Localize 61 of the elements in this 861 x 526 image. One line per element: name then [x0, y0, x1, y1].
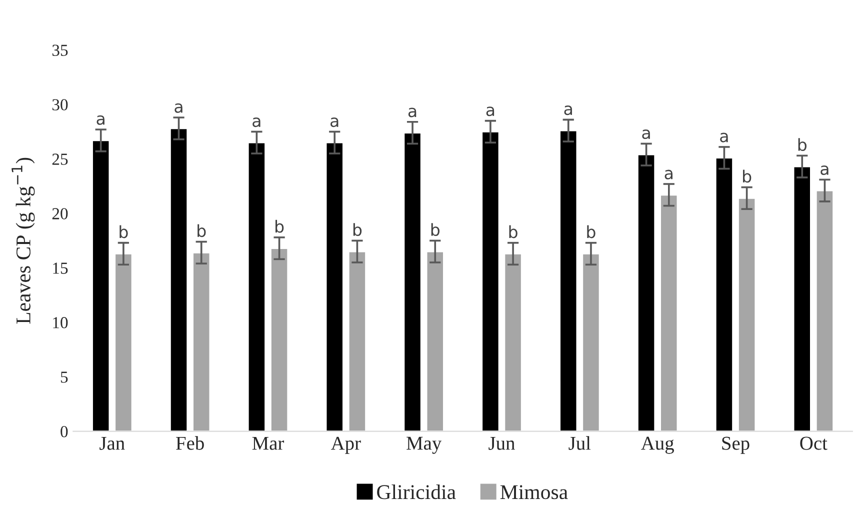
bar [114, 253, 133, 432]
data-label: a [664, 170, 672, 180]
data-label: a [408, 108, 416, 118]
x-tick-label: Jan [100, 436, 125, 450]
y-tick-label: 30 [52, 99, 68, 110]
y-tick-label: 5 [60, 372, 68, 383]
bar [481, 130, 500, 432]
y-tick-label: 20 [52, 208, 68, 220]
bar [660, 194, 678, 432]
x-tick-label: May [406, 436, 442, 454]
data-label: b [431, 223, 440, 236]
x-tick-label: Mar [252, 436, 284, 450]
x-tick-label: Sep [722, 436, 750, 454]
bar [92, 140, 110, 432]
bar [325, 142, 344, 432]
bar [714, 157, 734, 432]
bar [170, 128, 188, 432]
bar [637, 154, 656, 432]
x-tick-label: Jun [488, 436, 515, 450]
data-label: b [353, 223, 362, 236]
bar [247, 142, 266, 432]
x-tick-label: Oct [800, 436, 828, 450]
y-axis-title: Leaves CP (g kg$^{−1}$) [12, 158, 35, 324]
bar [426, 250, 444, 432]
x-tick-label: Apr [330, 436, 361, 454]
legend-label: Gliricidia [377, 484, 456, 500]
data-label: a [252, 118, 260, 128]
x-tick-label: Feb [176, 436, 204, 450]
y-tick-label: 10 [53, 317, 68, 328]
x-tick-label: Aug [641, 436, 674, 454]
data-label: a [486, 106, 494, 116]
data-label: a [820, 165, 828, 176]
data-label: b [798, 138, 807, 152]
bar [504, 253, 522, 432]
y-tick-label: 15 [53, 262, 68, 274]
bar [792, 166, 812, 432]
data-label: a [642, 129, 650, 140]
bar [815, 190, 834, 432]
y-tick-label: 25 [52, 154, 68, 165]
data-label: a [720, 132, 728, 142]
data-label: b [276, 220, 284, 233]
bar [559, 130, 578, 432]
bar [348, 250, 366, 432]
bar [403, 132, 422, 432]
bar [270, 248, 289, 432]
data-label: b [509, 225, 518, 238]
y-tick-label: 0 [60, 426, 68, 438]
y-tick-label: 35 [52, 44, 68, 56]
data-label: b [198, 224, 206, 238]
data-label: a [174, 103, 182, 113]
legend-label: Mimosa [500, 485, 568, 500]
data-label: b [587, 225, 596, 238]
bar [192, 252, 211, 432]
x-tick-label: Jul [568, 436, 591, 450]
data-label: b [743, 170, 752, 183]
bar [582, 253, 600, 432]
data-label: a [564, 106, 572, 116]
data-label: a [330, 118, 338, 128]
bar [738, 197, 756, 432]
data-label: b [120, 225, 128, 238]
data-label: a [96, 115, 104, 125]
